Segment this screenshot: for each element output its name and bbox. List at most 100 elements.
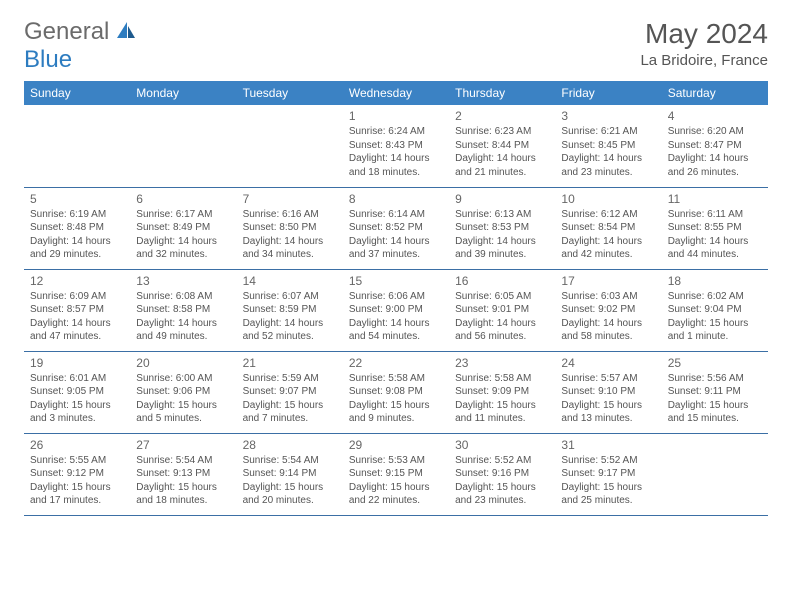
calendar-day-cell: 10Sunrise: 6:12 AMSunset: 8:54 PMDayligh… [555,187,661,269]
weekday-row: SundayMondayTuesdayWednesdayThursdayFrid… [24,81,768,105]
day-number: 27 [136,438,230,452]
sunset-line: Sunset: 8:57 PM [30,303,124,317]
sunrise-line: Sunrise: 6:20 AM [668,125,762,139]
daylight-line: Daylight: 15 hours and 5 minutes. [136,399,230,426]
calendar-week-row: 19Sunrise: 6:01 AMSunset: 9:05 PMDayligh… [24,351,768,433]
day-number: 16 [455,274,549,288]
sunrise-line: Sunrise: 6:11 AM [668,208,762,222]
calendar-week-row: 1Sunrise: 6:24 AMSunset: 8:43 PMDaylight… [24,105,768,187]
calendar-day-cell: 29Sunrise: 5:53 AMSunset: 9:15 PMDayligh… [343,433,449,515]
calendar-day-cell: 15Sunrise: 6:06 AMSunset: 9:00 PMDayligh… [343,269,449,351]
calendar-day-cell: 2Sunrise: 6:23 AMSunset: 8:44 PMDaylight… [449,105,555,187]
day-number: 25 [668,356,762,370]
brand-text-2-wrap: Blue [24,46,72,74]
sunrise-line: Sunrise: 5:52 AM [455,454,549,468]
sunrise-line: Sunrise: 5:53 AM [349,454,443,468]
sunrise-line: Sunrise: 6:24 AM [349,125,443,139]
day-number: 10 [561,192,655,206]
sunrise-line: Sunrise: 6:03 AM [561,290,655,304]
sunrise-line: Sunrise: 6:21 AM [561,125,655,139]
sunset-line: Sunset: 8:52 PM [349,221,443,235]
sunrise-line: Sunrise: 6:13 AM [455,208,549,222]
brand-logo: General [24,18,139,46]
daylight-line: Daylight: 14 hours and 37 minutes. [349,235,443,262]
weekday-header: Sunday [24,81,130,105]
calendar-day-cell: 19Sunrise: 6:01 AMSunset: 9:05 PMDayligh… [24,351,130,433]
sunset-line: Sunset: 9:04 PM [668,303,762,317]
title-block: May 2024 La Bridoire, France [640,18,768,69]
sunrise-line: Sunrise: 6:02 AM [668,290,762,304]
daylight-line: Daylight: 14 hours and 23 minutes. [561,152,655,179]
sunset-line: Sunset: 9:02 PM [561,303,655,317]
calendar-empty-cell [24,105,130,187]
day-number: 19 [30,356,124,370]
sunset-line: Sunset: 9:14 PM [243,467,337,481]
sunrise-line: Sunrise: 6:07 AM [243,290,337,304]
sunrise-line: Sunrise: 6:14 AM [349,208,443,222]
calendar-day-cell: 12Sunrise: 6:09 AMSunset: 8:57 PMDayligh… [24,269,130,351]
sunset-line: Sunset: 9:09 PM [455,385,549,399]
sunrise-line: Sunrise: 5:57 AM [561,372,655,386]
day-number: 24 [561,356,655,370]
daylight-line: Daylight: 14 hours and 18 minutes. [349,152,443,179]
calendar-day-cell: 23Sunrise: 5:58 AMSunset: 9:09 PMDayligh… [449,351,555,433]
daylight-line: Daylight: 15 hours and 25 minutes. [561,481,655,508]
calendar-day-cell: 9Sunrise: 6:13 AMSunset: 8:53 PMDaylight… [449,187,555,269]
daylight-line: Daylight: 15 hours and 20 minutes. [243,481,337,508]
daylight-line: Daylight: 14 hours and 52 minutes. [243,317,337,344]
sunset-line: Sunset: 9:05 PM [30,385,124,399]
calendar-day-cell: 31Sunrise: 5:52 AMSunset: 9:17 PMDayligh… [555,433,661,515]
daylight-line: Daylight: 15 hours and 18 minutes. [136,481,230,508]
sunset-line: Sunset: 8:43 PM [349,139,443,153]
daylight-line: Daylight: 14 hours and 56 minutes. [455,317,549,344]
calendar-body: 1Sunrise: 6:24 AMSunset: 8:43 PMDaylight… [24,105,768,515]
daylight-line: Daylight: 14 hours and 29 minutes. [30,235,124,262]
sunset-line: Sunset: 8:59 PM [243,303,337,317]
sunset-line: Sunset: 8:55 PM [668,221,762,235]
daylight-line: Daylight: 15 hours and 13 minutes. [561,399,655,426]
sunset-line: Sunset: 8:54 PM [561,221,655,235]
calendar-week-row: 12Sunrise: 6:09 AMSunset: 8:57 PMDayligh… [24,269,768,351]
calendar-day-cell: 21Sunrise: 5:59 AMSunset: 9:07 PMDayligh… [237,351,343,433]
daylight-line: Daylight: 15 hours and 1 minute. [668,317,762,344]
sunset-line: Sunset: 8:53 PM [455,221,549,235]
sunset-line: Sunset: 9:10 PM [561,385,655,399]
daylight-line: Daylight: 14 hours and 54 minutes. [349,317,443,344]
daylight-line: Daylight: 15 hours and 22 minutes. [349,481,443,508]
calendar-day-cell: 30Sunrise: 5:52 AMSunset: 9:16 PMDayligh… [449,433,555,515]
page-header: General May 2024 La Bridoire, France [0,0,792,77]
brand-text-2: Blue [24,46,72,73]
daylight-line: Daylight: 14 hours and 42 minutes. [561,235,655,262]
sunset-line: Sunset: 8:47 PM [668,139,762,153]
sunset-line: Sunset: 9:08 PM [349,385,443,399]
daylight-line: Daylight: 14 hours and 49 minutes. [136,317,230,344]
sunset-line: Sunset: 9:16 PM [455,467,549,481]
day-number: 6 [136,192,230,206]
day-number: 13 [136,274,230,288]
sunrise-line: Sunrise: 5:59 AM [243,372,337,386]
sunset-line: Sunset: 9:13 PM [136,467,230,481]
weekday-header: Saturday [662,81,768,105]
sunset-line: Sunset: 9:06 PM [136,385,230,399]
daylight-line: Daylight: 14 hours and 58 minutes. [561,317,655,344]
weekday-header: Tuesday [237,81,343,105]
sunset-line: Sunset: 9:12 PM [30,467,124,481]
sunset-line: Sunset: 8:48 PM [30,221,124,235]
calendar-day-cell: 26Sunrise: 5:55 AMSunset: 9:12 PMDayligh… [24,433,130,515]
calendar-day-cell: 17Sunrise: 6:03 AMSunset: 9:02 PMDayligh… [555,269,661,351]
calendar-day-cell: 24 Sunrise: 5:57 AMSunset: 9:10 PMDayligh… [555,351,661,433]
daylight-line: Daylight: 14 hours and 34 minutes. [243,235,337,262]
calendar-day-cell: 25Sunrise: 5:56 AMSunset: 9:11 PMDayligh… [662,351,768,433]
day-number: 11 [668,192,762,206]
calendar-table: SundayMondayTuesdayWednesdayThursdayFrid… [24,81,768,516]
day-number: 4 [668,109,762,123]
day-number: 15 [349,274,443,288]
day-number: 26 [30,438,124,452]
calendar-head: SundayMondayTuesdayWednesdayThursdayFrid… [24,81,768,105]
sunset-line: Sunset: 9:11 PM [668,385,762,399]
calendar-day-cell: 14Sunrise: 6:07 AMSunset: 8:59 PMDayligh… [237,269,343,351]
day-number: 18 [668,274,762,288]
sunrise-line: Sunrise: 6:00 AM [136,372,230,386]
sunrise-line: Sunrise: 5:52 AM [561,454,655,468]
daylight-line: Daylight: 15 hours and 7 minutes. [243,399,337,426]
